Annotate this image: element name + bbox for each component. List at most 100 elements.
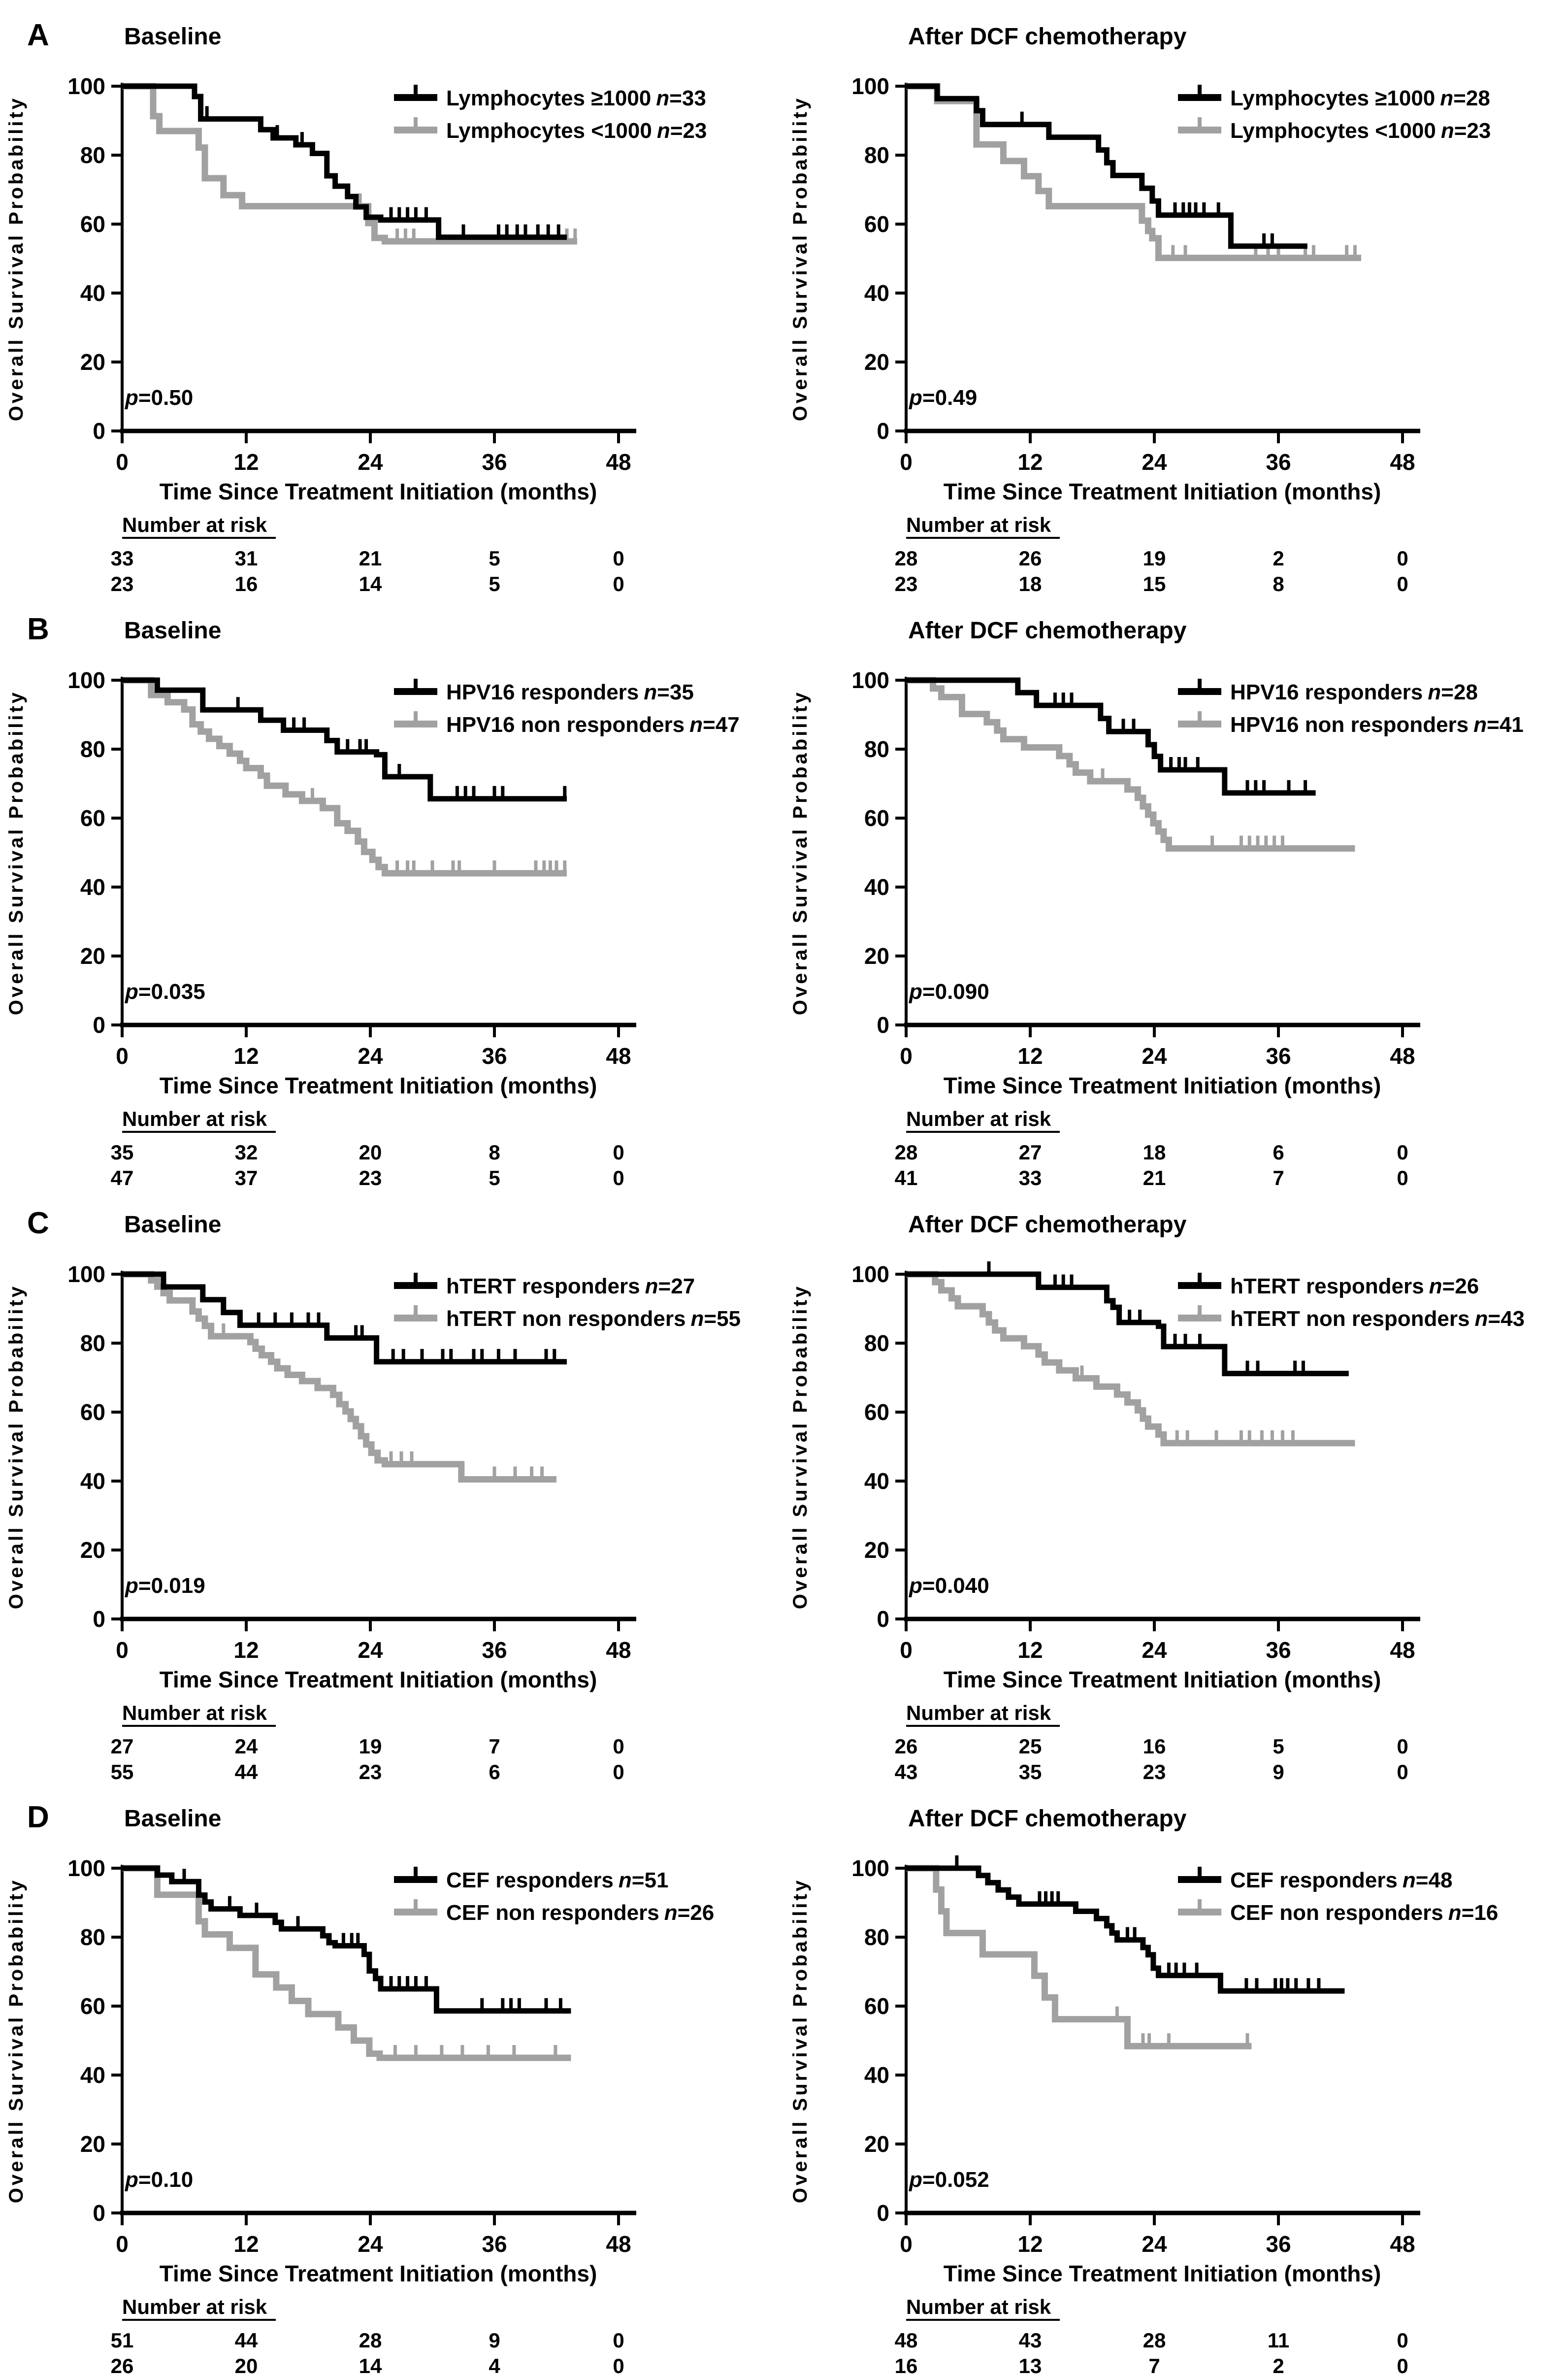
risk-table-header: Number at risk bbox=[122, 513, 267, 536]
risk-count: 23 bbox=[895, 572, 918, 594]
risk-count: 43 bbox=[895, 1760, 918, 1782]
panel-title: Baseline bbox=[124, 1212, 221, 1238]
panel-title: After DCF chemotherapy bbox=[908, 618, 1187, 644]
risk-count: 27 bbox=[1019, 1141, 1042, 1164]
risk-count: 24 bbox=[235, 1735, 258, 1758]
legend-series-name: HPV16 responders bbox=[446, 680, 639, 704]
legend-series-n: 47 bbox=[716, 713, 740, 737]
y-tick-label: 0 bbox=[877, 1012, 889, 1038]
p-symbol: p bbox=[125, 386, 138, 410]
legend-entry-label: CEF responders n=51 bbox=[446, 1868, 668, 1892]
legend-series-name: CEF responders bbox=[446, 1868, 614, 1892]
survival-curve-gray bbox=[122, 1865, 571, 2061]
y-tick-label: 20 bbox=[864, 1537, 889, 1563]
x-tick-label: 36 bbox=[1266, 449, 1291, 475]
y-tick-label: 100 bbox=[67, 667, 105, 693]
equals-sign: = bbox=[138, 1574, 151, 1598]
p-value-number: 0.50 bbox=[151, 386, 194, 410]
x-tick-label: 24 bbox=[358, 1637, 383, 1663]
legend-series-name: Lymphocytes <1000 bbox=[1230, 119, 1436, 143]
equals-sign: = bbox=[703, 713, 716, 737]
equals-sign: = bbox=[1453, 86, 1466, 110]
risk-table-header: Number at risk bbox=[906, 1701, 1051, 1724]
legend-series-n: 48 bbox=[1428, 1868, 1452, 1892]
risk-count: 18 bbox=[1019, 572, 1042, 594]
x-axis-label: Time Since Treatment Initiation (months) bbox=[160, 479, 597, 504]
x-tick-label: 12 bbox=[1017, 1043, 1043, 1069]
p-value: p=0.10 bbox=[125, 2168, 193, 2192]
risk-count: 35 bbox=[1019, 1760, 1042, 1782]
x-tick-label: 36 bbox=[482, 1043, 507, 1069]
y-tick-label: 80 bbox=[864, 1924, 889, 1950]
y-tick-label: 80 bbox=[80, 1330, 105, 1356]
legend-series-n: 26 bbox=[1455, 1274, 1479, 1298]
equals-sign: = bbox=[1462, 1901, 1474, 1925]
y-tick-label: 60 bbox=[864, 1993, 889, 2019]
risk-count: 0 bbox=[613, 1141, 624, 1164]
equals-sign: = bbox=[704, 1307, 717, 1331]
equals-sign: = bbox=[138, 980, 151, 1004]
risk-count: 0 bbox=[1397, 1141, 1408, 1164]
p-value: p=0.052 bbox=[909, 2168, 989, 2192]
risk-table-header: Number at risk bbox=[906, 2295, 1051, 2318]
legend-entry-label: hTERT responders n=27 bbox=[446, 1274, 695, 1298]
x-tick-label: 12 bbox=[1017, 449, 1043, 475]
risk-count: 23 bbox=[359, 1166, 382, 1188]
p-value-number: 0.040 bbox=[935, 1574, 989, 1598]
y-tick-label: 0 bbox=[93, 1606, 105, 1632]
y-tick-label: 60 bbox=[80, 805, 105, 831]
km-panel-D-after-dcf: After DCF chemotherapy Overall Survival P… bbox=[789, 1806, 1498, 2376]
risk-count: 16 bbox=[235, 572, 258, 594]
y-axis-label: Overall Survival Probability bbox=[789, 96, 811, 421]
y-tick-label: 0 bbox=[93, 418, 105, 444]
equals-sign: = bbox=[922, 1574, 935, 1598]
x-tick-label: 12 bbox=[1017, 1637, 1043, 1663]
legend-series-n: 55 bbox=[717, 1307, 741, 1331]
risk-count: 44 bbox=[235, 2329, 258, 2352]
y-tick-label: 40 bbox=[864, 1468, 889, 1494]
panel-letter: A bbox=[27, 18, 49, 52]
y-tick-label: 80 bbox=[80, 1924, 105, 1950]
survival-curve-black bbox=[906, 83, 1307, 249]
n-symbol: n bbox=[1473, 713, 1487, 737]
survival-curve-gray bbox=[906, 83, 1361, 262]
equals-sign: = bbox=[1416, 1868, 1429, 1892]
y-tick-label: 80 bbox=[80, 736, 105, 762]
survival-curve-gray bbox=[906, 677, 1355, 852]
risk-count: 0 bbox=[1397, 1760, 1408, 1782]
x-axis-label: Time Since Treatment Initiation (months) bbox=[160, 1073, 597, 1098]
risk-count: 37 bbox=[235, 1166, 258, 1188]
risk-count: 8 bbox=[489, 1141, 500, 1164]
survival-curve-black bbox=[122, 83, 567, 240]
risk-count: 5 bbox=[489, 572, 500, 594]
p-symbol: p bbox=[909, 386, 922, 410]
equals-sign: = bbox=[138, 2168, 151, 2192]
legend-series-n: 27 bbox=[671, 1274, 695, 1298]
y-tick-label: 20 bbox=[80, 943, 105, 969]
y-tick-label: 20 bbox=[864, 943, 889, 969]
legend-entry-label: Lymphocytes ≥1000 n=33 bbox=[446, 86, 706, 110]
y-axis-label: Overall Survival Probability bbox=[5, 1878, 27, 2203]
x-tick-label: 36 bbox=[482, 2231, 507, 2257]
legend-series-n: 28 bbox=[1466, 86, 1490, 110]
risk-count: 25 bbox=[1019, 1735, 1042, 1758]
y-axis-label: Overall Survival Probability bbox=[5, 1284, 27, 1609]
risk-count: 43 bbox=[1019, 2329, 1042, 2352]
risk-count: 5 bbox=[489, 1166, 500, 1188]
survival-curve-black bbox=[122, 1271, 567, 1365]
y-tick-label: 100 bbox=[67, 1261, 105, 1287]
x-tick-label: 48 bbox=[606, 2231, 631, 2257]
p-symbol: p bbox=[125, 2168, 138, 2192]
risk-count: 0 bbox=[613, 2329, 624, 2352]
panel-title: After DCF chemotherapy bbox=[908, 1212, 1187, 1238]
x-tick-label: 36 bbox=[482, 449, 507, 475]
risk-count: 0 bbox=[613, 1735, 624, 1758]
y-tick-label: 40 bbox=[80, 2062, 105, 2088]
survival-curve-black bbox=[906, 677, 1316, 796]
km-panel-C-baseline: C Baseline Overall Survival Probability 0 20… bbox=[5, 1206, 741, 1782]
risk-count: 28 bbox=[895, 547, 918, 570]
n-symbol: n bbox=[657, 119, 670, 143]
legend-entry-label: Lymphocytes ≥1000 n=28 bbox=[1230, 86, 1490, 110]
survival-curve-gray bbox=[122, 83, 577, 245]
legend-series-name: HPV16 non responders bbox=[446, 713, 685, 737]
